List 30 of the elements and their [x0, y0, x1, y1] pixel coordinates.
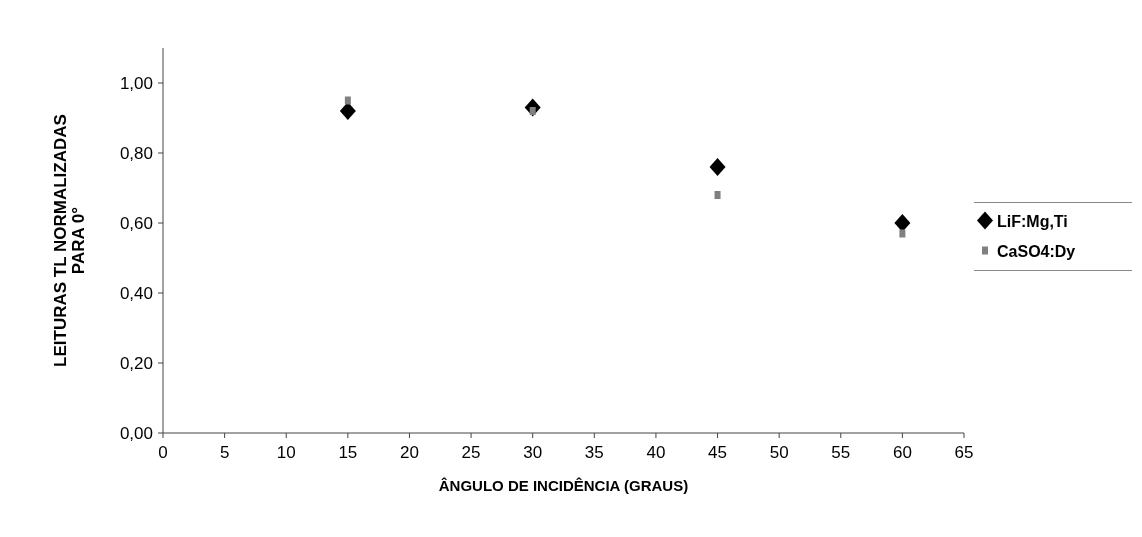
x-tick-label: 25 [461, 443, 481, 462]
x-tick-label: 35 [584, 443, 604, 462]
point [894, 214, 911, 232]
x-tick-label: 5 [219, 443, 230, 462]
y-tick-label: 0,20 [119, 354, 153, 373]
y-tick-label: 0,40 [119, 284, 153, 303]
x-tick-label: 55 [831, 443, 851, 462]
point [714, 191, 721, 199]
x-tick-label: 15 [338, 443, 358, 462]
point [709, 158, 726, 176]
x-axis-title: ÂNGULO DE INCIDÊNCIA (GRAUS) [438, 477, 689, 494]
x-tick-label: 65 [954, 443, 974, 462]
point [344, 96, 351, 105]
x-tick-label: 10 [276, 443, 296, 462]
x-tick-label: 50 [769, 443, 789, 462]
point [339, 102, 356, 120]
x-tick-label: 0 [158, 443, 168, 462]
y-tick-label: 1,00 [119, 74, 153, 93]
point [899, 229, 906, 238]
x-tick-label: 45 [708, 443, 727, 462]
y-tick-label: 0,00 [119, 424, 153, 443]
y-tick-label: 0,80 [119, 144, 153, 163]
x-tick-label: 20 [400, 443, 419, 462]
legend-label: LiF:Mg,Ti [997, 212, 1068, 230]
y-tick-label: 0,60 [119, 214, 153, 233]
x-tick-label: 40 [646, 443, 666, 462]
legend-label: CaSO4:Dy [997, 242, 1076, 260]
y-axis-title: LEITURAS TL NORMALIZADAS PARA 0° [51, 114, 88, 367]
x-tick-label: 30 [523, 443, 543, 462]
x-tick-label: 60 [892, 443, 912, 462]
